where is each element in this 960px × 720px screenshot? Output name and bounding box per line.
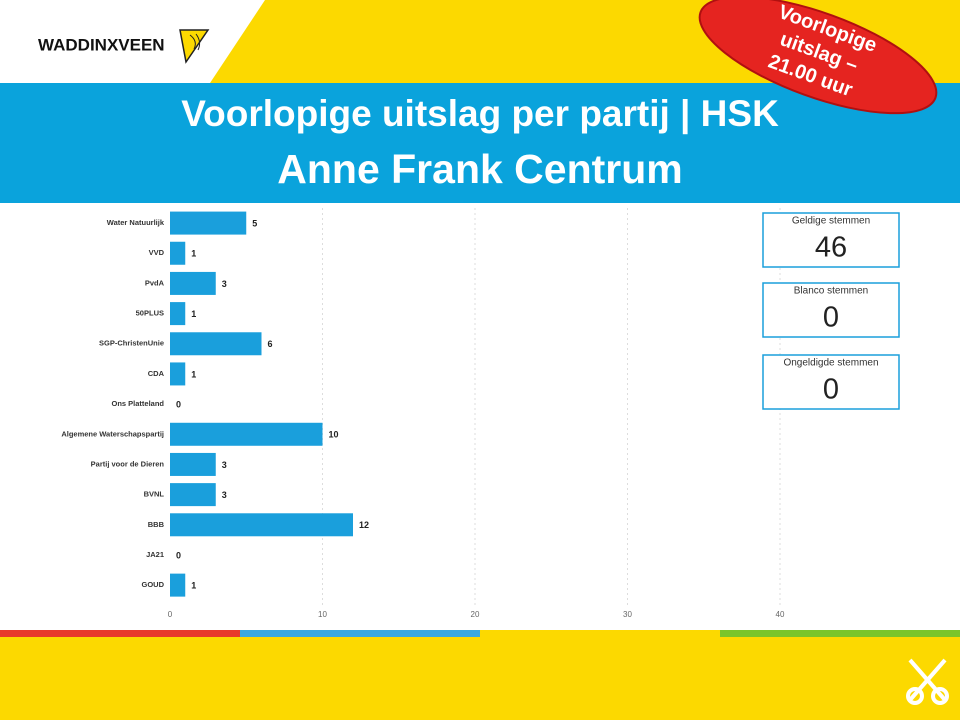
bar: [170, 362, 186, 386]
stripe: [480, 630, 720, 637]
stripe: [720, 630, 960, 637]
bar: [170, 211, 247, 235]
stat-value: 46: [815, 232, 847, 264]
value-label: 0: [176, 399, 181, 409]
bar: [170, 302, 186, 326]
value-label: 12: [359, 520, 369, 530]
value-label: 1: [191, 369, 196, 379]
bar: [170, 422, 323, 446]
stat-value: 0: [823, 374, 839, 406]
x-tick-label: 40: [776, 610, 785, 619]
bar: [170, 513, 353, 537]
title-line: Voorlopige uitslag per partij | HSK: [181, 93, 779, 135]
badge: [698, 0, 938, 115]
value-label: 5: [252, 218, 257, 228]
x-tick-label: 10: [318, 610, 327, 619]
value-label: 3: [222, 490, 227, 500]
logo-text: WADDINXVEEN: [38, 35, 165, 54]
stat-label: Geldige stemmen: [792, 216, 870, 227]
y-tick-label: BVNL: [144, 490, 165, 499]
bar: [170, 573, 186, 597]
y-tick-label: BBB: [148, 520, 165, 529]
bar: [170, 483, 216, 507]
x-tick-label: 30: [623, 610, 632, 619]
stat-label: Ongeldigde stemmen: [783, 358, 878, 369]
title-line: Anne Frank Centrum: [277, 146, 683, 192]
footer-band: [0, 637, 960, 720]
y-tick-label: CDA: [148, 369, 165, 378]
stat-card: [762, 212, 900, 268]
bar: [170, 271, 216, 295]
stat-card: [762, 354, 900, 410]
y-tick-label: Algemene Waterschapspartij: [61, 429, 164, 438]
stat-card: [762, 282, 900, 338]
y-tick-label: Partij voor de Dieren: [91, 459, 165, 468]
stripe: [240, 630, 480, 637]
y-tick-label: GOUD: [142, 580, 165, 589]
x-tick-label: 0: [168, 610, 173, 619]
y-tick-label: PvdA: [145, 278, 165, 287]
value-label: 1: [191, 581, 196, 591]
x-tick-label: 20: [471, 610, 480, 619]
bar: [170, 241, 186, 265]
logo-icon: [179, 29, 210, 64]
value-label: 1: [191, 309, 196, 319]
value-label: 10: [329, 430, 339, 440]
keys-icon: [906, 658, 949, 705]
y-tick-label: Water Natuurlijk: [107, 218, 165, 227]
bar: [170, 332, 262, 356]
value-label: 1: [191, 249, 196, 259]
stat-value: 0: [823, 302, 839, 334]
value-label: 3: [222, 279, 227, 289]
stat-label: Blanco stemmen: [794, 286, 868, 297]
y-tick-label: 50PLUS: [136, 309, 164, 318]
y-tick-label: JA21: [146, 550, 164, 559]
value-label: 0: [176, 550, 181, 560]
title-banner: [0, 83, 960, 203]
value-label: 6: [268, 339, 273, 349]
stripe: [0, 630, 240, 637]
bar: [170, 452, 216, 476]
y-tick-label: VVD: [149, 248, 165, 257]
y-tick-label: SGP-ChristenUnie: [99, 339, 164, 348]
value-label: 3: [222, 460, 227, 470]
y-tick-label: Ons Platteland: [111, 399, 164, 408]
